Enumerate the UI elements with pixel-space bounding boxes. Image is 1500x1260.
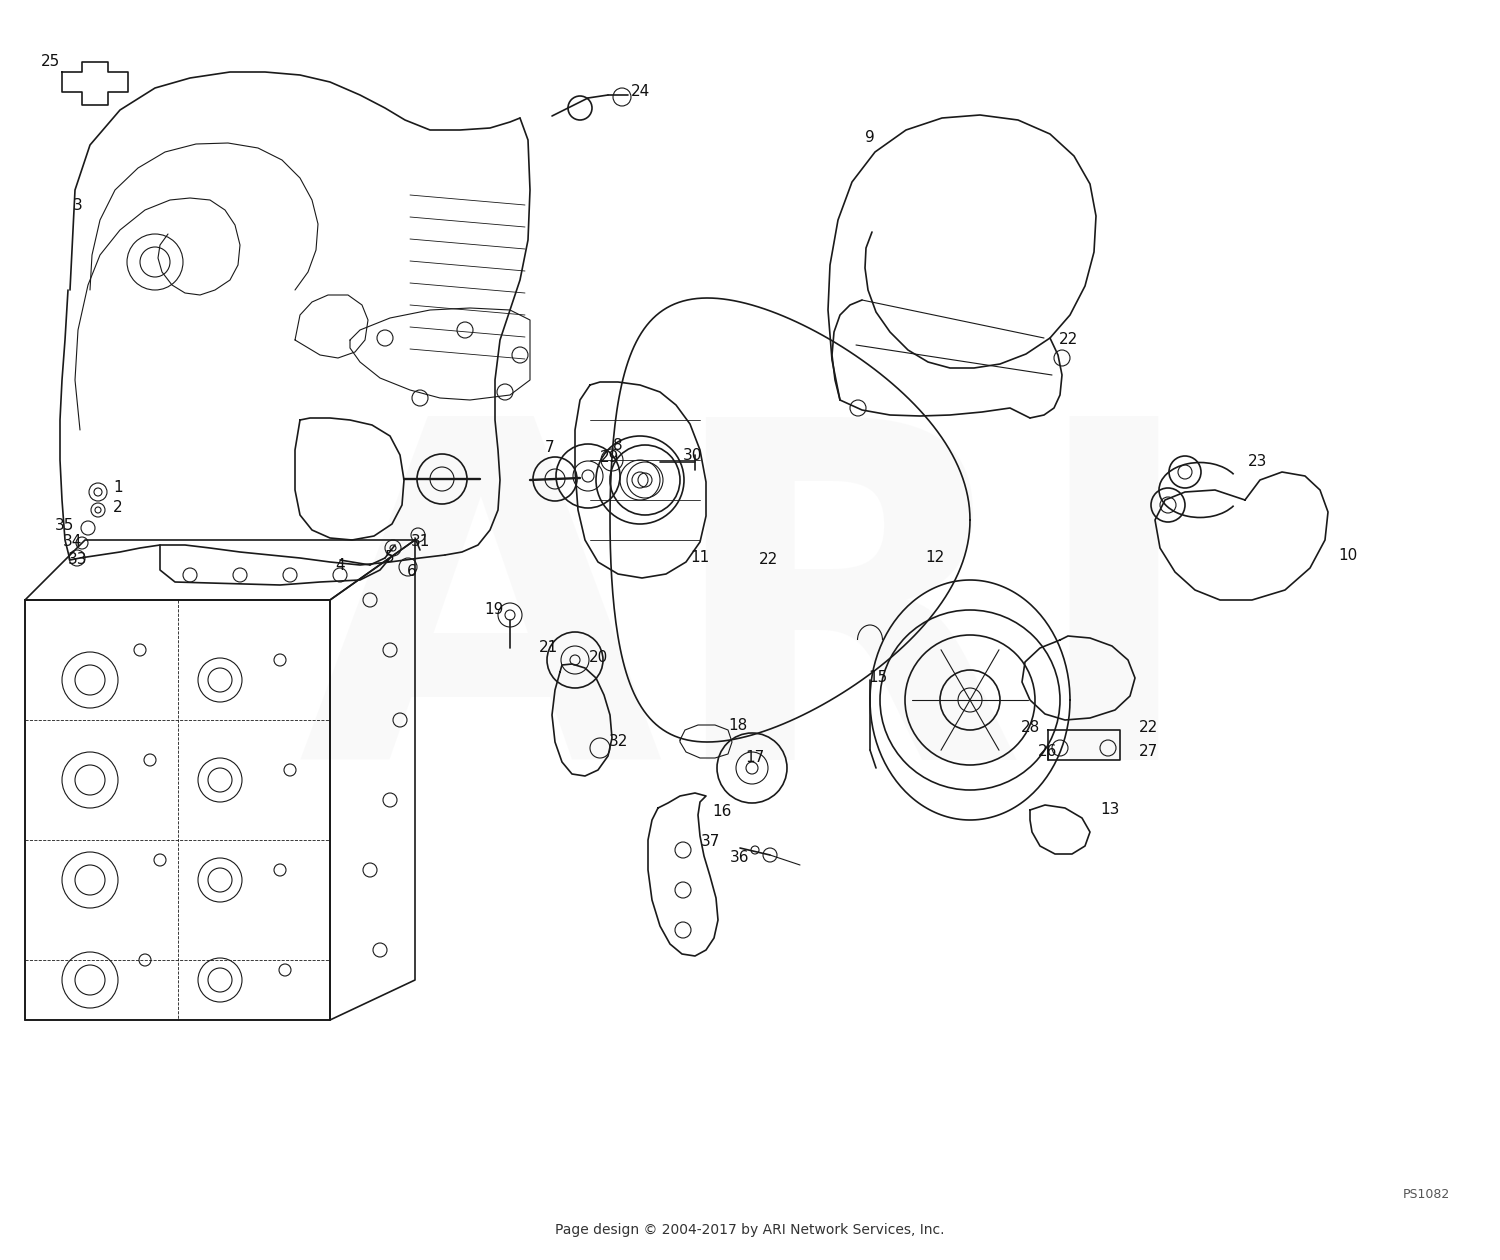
Text: ARI: ARI	[297, 402, 1203, 858]
Text: 9: 9	[865, 131, 874, 145]
Text: Page design © 2004-2017 by ARI Network Services, Inc.: Page design © 2004-2017 by ARI Network S…	[555, 1223, 945, 1237]
Text: 36: 36	[730, 850, 750, 866]
Text: 7: 7	[544, 441, 555, 456]
Text: 31: 31	[411, 534, 429, 549]
Text: 4: 4	[334, 557, 345, 572]
Text: 22: 22	[1138, 721, 1158, 736]
Text: 18: 18	[729, 717, 747, 732]
Text: 37: 37	[700, 834, 720, 849]
Text: 22: 22	[759, 552, 777, 567]
Text: 26: 26	[1038, 745, 1058, 760]
Text: 15: 15	[868, 670, 888, 685]
Text: PS1082: PS1082	[1402, 1188, 1450, 1202]
Text: 2: 2	[112, 500, 123, 515]
Text: 13: 13	[1101, 803, 1119, 818]
Text: 19: 19	[484, 602, 504, 617]
Text: 8: 8	[614, 437, 622, 452]
Text: 23: 23	[1248, 455, 1268, 470]
Text: 35: 35	[56, 518, 75, 533]
Text: 32: 32	[609, 735, 627, 750]
Text: 20: 20	[588, 650, 608, 665]
Text: 33: 33	[69, 552, 87, 567]
Text: 22: 22	[1059, 333, 1077, 348]
Text: 17: 17	[746, 751, 765, 766]
Text: 12: 12	[926, 551, 945, 566]
Text: 3: 3	[74, 198, 82, 213]
Text: 24: 24	[630, 84, 650, 100]
Text: 28: 28	[1020, 721, 1040, 736]
Text: 30: 30	[682, 447, 702, 462]
Text: 16: 16	[712, 804, 732, 819]
Text: 21: 21	[538, 640, 558, 655]
Text: 27: 27	[1138, 745, 1158, 760]
Text: 11: 11	[690, 551, 709, 566]
Text: 10: 10	[1338, 548, 1358, 562]
Text: 6: 6	[406, 564, 417, 580]
Text: 5: 5	[386, 551, 394, 566]
Text: 34: 34	[63, 534, 81, 549]
Text: 1: 1	[112, 480, 123, 495]
Text: 25: 25	[40, 54, 60, 69]
Text: 29: 29	[600, 451, 619, 465]
